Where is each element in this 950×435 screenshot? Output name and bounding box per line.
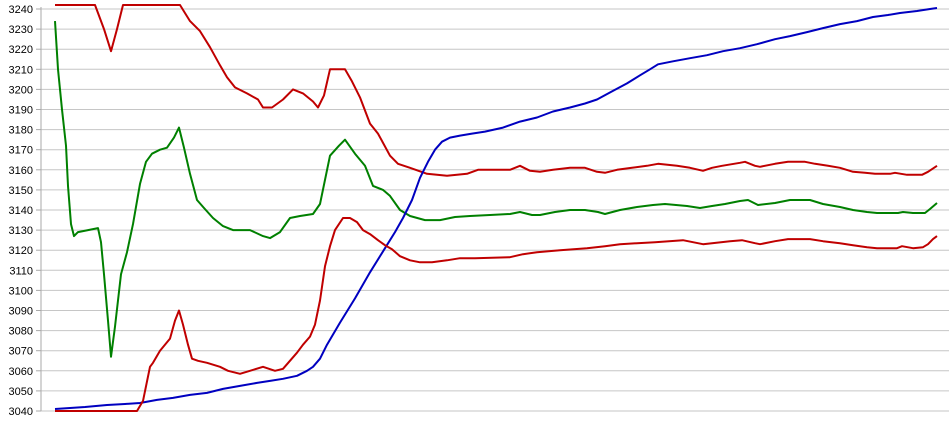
y-axis-label: 3080 <box>9 326 33 338</box>
y-axis-label: 3190 <box>9 105 33 117</box>
y-axis-label: 3160 <box>9 165 33 177</box>
y-axis-label: 3200 <box>9 84 33 96</box>
y-axis-label: 3070 <box>9 346 33 358</box>
series-red-lower <box>55 217 938 412</box>
y-axis-label: 3050 <box>9 386 33 398</box>
gridlines <box>41 8 949 412</box>
y-axis-label: 3060 <box>9 366 33 378</box>
y-axis-label: 3100 <box>9 285 33 297</box>
y-axis-label: 3210 <box>9 64 33 76</box>
y-axis-label: 3140 <box>9 205 33 217</box>
y-axis-label: 3240 <box>9 4 33 16</box>
y-axis-label: 3170 <box>9 145 33 157</box>
y-axis-label: 3180 <box>9 125 33 137</box>
y-axis-labels: 3240 3230 3220 3210 3200 3190 3180 3170 3160 3150… <box>9 4 33 418</box>
y-axis-label: 3130 <box>9 225 33 237</box>
y-axis-label: 3040 <box>9 406 33 418</box>
y-axis-ticks <box>36 8 41 412</box>
y-axis-label: 3090 <box>9 306 33 318</box>
y-axis-label: 3220 <box>9 44 33 56</box>
series-blue <box>54 7 938 410</box>
y-axis-label: 3110 <box>9 265 33 277</box>
y-axis-label: 3150 <box>9 185 33 197</box>
series-green <box>54 21 938 358</box>
y-axis-label: 3120 <box>9 245 33 257</box>
series-red-upper <box>55 4 938 177</box>
y-axis-label: 3230 <box>9 24 33 36</box>
